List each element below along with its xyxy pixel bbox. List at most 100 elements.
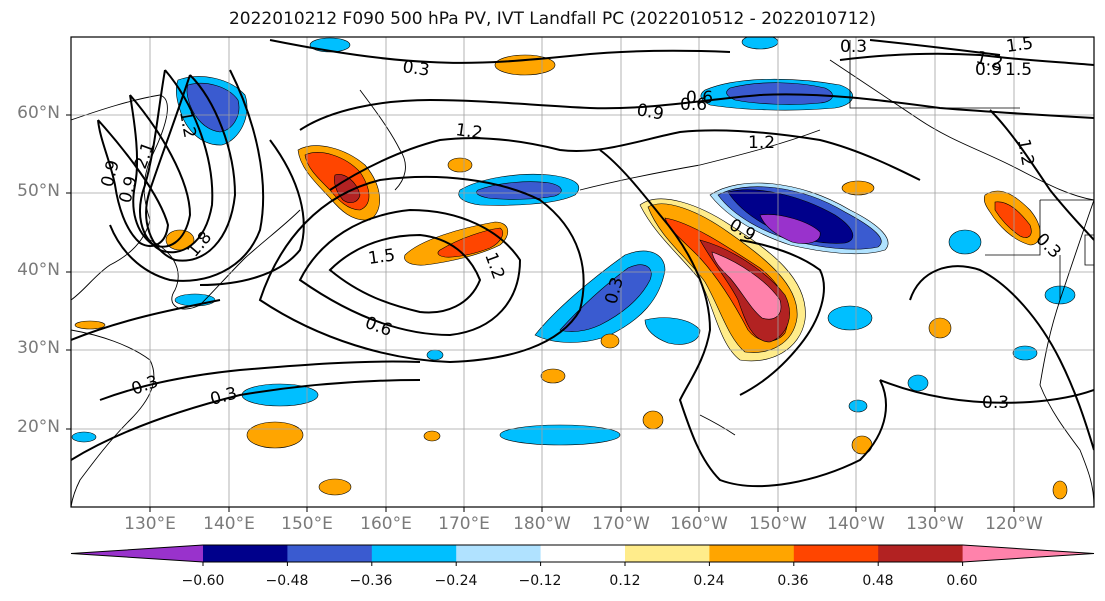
colorbar-tick-label: 0.24: [693, 573, 725, 589]
negative-patch-north-1: [309, 37, 351, 53]
negative-anomaly-purple: [759, 214, 821, 244]
contour-label: 1.2: [454, 120, 484, 144]
contour-label: 0.3: [401, 57, 431, 81]
lon-label-170w: 170°W: [592, 514, 650, 534]
contour-line-5: [298, 208, 522, 337]
contour-line-19: [129, 94, 192, 248]
positive-patch-south-7: [1052, 480, 1068, 500]
colorbar-tick-label: 0.36: [777, 573, 809, 589]
contour-label: 0.6: [680, 95, 707, 115]
contour-line-1: [269, 39, 731, 64]
positive-patch-small-1: [447, 157, 473, 173]
contour-line-18: [139, 69, 214, 254]
contour-label: 0.3: [840, 37, 867, 57]
contour-label: 0.6: [686, 88, 713, 108]
lon-label-130w: 130°W: [906, 514, 964, 534]
contour-line-21: [109, 69, 265, 282]
positive-patch-south-6: [600, 333, 620, 349]
state-boxes: [985, 199, 1094, 300]
lon-label-170e: 170°E: [438, 514, 490, 534]
positive-patch-small-3: [423, 430, 441, 442]
contour-label: 1.5: [1005, 60, 1032, 80]
boundaries: [849, 40, 1094, 300]
lon-label-140w: 140°W: [827, 514, 885, 534]
lon-label-150e: 150°E: [281, 514, 333, 534]
lon-label-160e: 160°E: [360, 514, 412, 534]
negative-anomaly-central-pacific-lower: [644, 317, 701, 345]
positive-patch-west-edge: [74, 320, 106, 330]
chart-title: 2022010212 F090 500 hPa PV, IVT Landfall…: [228, 9, 876, 29]
lon-label-180w: 180°W: [513, 514, 571, 534]
contour-line-14: [839, 52, 1094, 66]
positive-patch-south-1: [246, 421, 304, 449]
colorbar-tick-label: 0.60: [946, 573, 978, 589]
contour-label: 0.9: [635, 100, 665, 124]
positive-patch-north: [494, 54, 556, 76]
hawaii-islands: [699, 414, 736, 436]
negative-patch-south-4: [426, 349, 444, 361]
negative-patch-east-4: [907, 374, 929, 392]
china-coast: [71, 329, 155, 507]
contour-line-2: [299, 93, 1094, 131]
north-america-coast: [1039, 199, 1094, 507]
contour-line-7: [71, 299, 221, 341]
colorbar-tick-label: −0.12: [518, 573, 562, 589]
lon-label-130e: 130°E: [124, 514, 176, 534]
pv-contours: [71, 39, 1094, 488]
positive-patch-small-2: [841, 180, 875, 196]
lat-label-50n: 50°N: [17, 181, 60, 201]
contour-line-4: [328, 233, 482, 314]
contour-line-16: [989, 109, 1094, 241]
negative-patch-west-ak: [948, 229, 982, 255]
contour-label: 0.9: [975, 60, 1002, 80]
contour-line-8: [99, 360, 421, 401]
colorbar-tick-label: 0.48: [862, 573, 894, 589]
colorbar-tick-label: 0.12: [609, 573, 641, 589]
colorbar-tick-label: −0.60: [181, 573, 225, 589]
contour-line-13: [909, 265, 1094, 451]
alaska-coast: [829, 59, 1094, 201]
contour-label: 1.2: [748, 133, 775, 153]
contour-label: 1.5: [1005, 33, 1035, 57]
contour-line-11: [739, 239, 825, 396]
negative-patch-south-2: [499, 424, 621, 446]
contour-line-22: [199, 139, 305, 286]
contour-line-9: [71, 379, 421, 461]
negative-anomaly-central-pacific-inner: [559, 264, 652, 332]
lon-label-120w: 120°W: [985, 514, 1043, 534]
contour-line-3: [329, 129, 921, 191]
contour-label: 1.2: [175, 109, 199, 139]
lat-label-30n: 30°N: [17, 338, 60, 358]
positive-anomaly-midlat-inner: [437, 227, 503, 258]
negative-patch-south-5: [848, 399, 868, 413]
lon-label-160w: 160°W: [670, 514, 728, 534]
contour-label: 1.2: [1013, 137, 1037, 167]
canada-us-border: [849, 40, 1020, 109]
negative-anomaly-navy: [727, 189, 854, 244]
positive-patch-east-1: [928, 317, 952, 339]
graticule: [71, 37, 1094, 507]
kamchatka-coast: [359, 89, 406, 191]
lon-label-150w: 150°W: [749, 514, 807, 534]
coastlines: [71, 59, 1094, 507]
positive-anomaly-core-pink: [711, 251, 782, 320]
contour-label: 1.5: [367, 245, 397, 269]
contour-line-6: [258, 175, 585, 364]
colorbar-tick-label: −0.36: [349, 573, 393, 589]
colorbar-tick-label: −0.48: [265, 573, 309, 589]
lat-label-60n: 60°N: [17, 103, 60, 123]
negative-patch-west-edge: [71, 431, 97, 443]
lat-label-20n: 20°N: [17, 417, 60, 437]
colorbar-tick-label: −0.24: [434, 573, 478, 589]
contour-line-10: [599, 149, 887, 488]
contour-label: 0.3: [982, 393, 1009, 413]
lat-label-40n: 40°N: [17, 260, 60, 280]
negative-patch-east-1: [827, 305, 873, 331]
positive-patch-south-4: [318, 478, 352, 496]
aleutian-chain: [579, 129, 821, 191]
contour-line-15: [869, 39, 1001, 56]
negative-patch-east-3: [1012, 345, 1038, 361]
axis-ticks: [66, 114, 1015, 512]
positive-patch-south-2: [540, 368, 566, 384]
positive-patch-south-3: [642, 410, 664, 430]
